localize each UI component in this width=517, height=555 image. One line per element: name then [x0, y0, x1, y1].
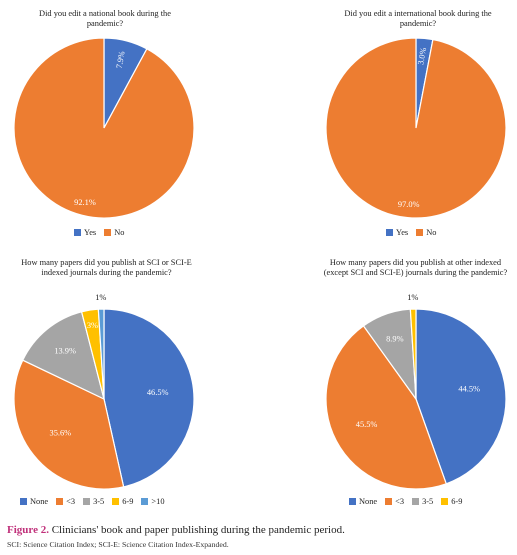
pie-slice--3: [325, 325, 448, 490]
legend-label: No: [426, 228, 437, 237]
data-label: 7.9%: [115, 50, 127, 69]
pie-slice-yes: [415, 37, 434, 129]
pie-slice-3-5: [22, 311, 105, 401]
data-label: 44.5%: [458, 385, 480, 394]
pie-slice-yes: [103, 37, 148, 129]
data-label: 3%: [87, 321, 98, 330]
pie-slice--10: [97, 308, 105, 400]
legend-item: 3-5: [83, 497, 104, 506]
legend-label: Yes: [396, 228, 409, 237]
data-label: 35.6%: [50, 429, 72, 438]
chart-4-legend: None <3 3-5 6-9: [349, 497, 470, 506]
pie-slice--3: [13, 359, 125, 490]
legend-swatch: [386, 229, 393, 236]
chart-1-legend: Yes No: [74, 228, 132, 237]
legend-label: None: [30, 497, 49, 506]
data-label: 3.0%: [416, 47, 428, 66]
legend-swatch: [141, 498, 149, 505]
legend-label: Yes: [84, 228, 97, 237]
pie-slice-no: [13, 37, 195, 219]
data-label: 92.1%: [74, 198, 96, 207]
figure-label: Figure 2.: [7, 524, 49, 536]
legend-item: <3: [385, 497, 404, 506]
data-label: 97.0%: [398, 200, 420, 209]
legend-label: <3: [66, 497, 76, 506]
legend-item: 3-5: [412, 497, 433, 506]
data-label: 1%: [95, 293, 106, 302]
legend-swatch: [349, 498, 356, 505]
legend-swatch: [385, 498, 393, 505]
figure-title: Clinicians' book and paper publishing du…: [48, 524, 345, 536]
legend-swatch: [104, 229, 112, 236]
chart-3-title: How many papers did you publish at SCI o…: [21, 258, 192, 277]
legend-label: <3: [395, 497, 405, 506]
chart-1-title: Did you edit a national book during the …: [39, 9, 171, 28]
legend-item: None: [20, 497, 48, 506]
chart-2-legend: Yes No: [386, 228, 444, 237]
legend-swatch: [20, 498, 27, 505]
data-label: 8.9%: [386, 335, 403, 344]
legend-label: 3-5: [93, 497, 105, 506]
legend-item: No: [104, 228, 124, 237]
chart-4-title: How many papers did you publish at other…: [323, 258, 508, 277]
legend-swatch: [416, 229, 424, 236]
legend-label: 3-5: [422, 497, 434, 506]
legend-label: 6-9: [451, 497, 463, 506]
chart-2-title: Did you edit a international book during…: [344, 9, 492, 28]
legend-swatch: [83, 498, 91, 505]
legend-item: None: [349, 497, 377, 506]
legend-label: No: [114, 228, 125, 237]
legend-item: 6-9: [441, 497, 462, 506]
pie-slice-3-5: [362, 308, 417, 402]
legend-item: >10: [141, 497, 165, 506]
legend-swatch: [112, 498, 120, 505]
data-label: 45.5%: [356, 420, 378, 429]
data-label: 1%: [407, 293, 418, 302]
figure-note: SCI: Science Citation Index; SCI-E: Scie…: [7, 540, 229, 549]
legend-swatch: [56, 498, 64, 505]
legend-item: No: [416, 228, 436, 237]
legend-swatch: [74, 229, 81, 236]
data-label: 13.9%: [54, 347, 76, 356]
legend-item: <3: [56, 497, 75, 506]
data-label: 46.5%: [147, 388, 169, 397]
legend-swatch: [412, 498, 420, 505]
legend-label: 6-9: [122, 497, 134, 506]
legend-swatch: [441, 498, 449, 505]
pie-slice-6-9: [409, 308, 417, 400]
legend-label: None: [359, 497, 378, 506]
legend-item: 6-9: [112, 497, 133, 506]
figure-caption: Figure 2. Clinicians' book and paper pub…: [7, 524, 345, 536]
chart-3-legend: None <3 3-5 6-9 >10: [20, 497, 173, 506]
pie-slice-6-9: [80, 308, 105, 400]
legend-label: >10: [151, 497, 165, 506]
pie-slice-none: [415, 308, 507, 485]
pie-slice-no: [325, 37, 507, 219]
pie-slice-none: [103, 308, 195, 488]
legend-item: Yes: [74, 228, 96, 237]
legend-item: Yes: [386, 228, 408, 237]
